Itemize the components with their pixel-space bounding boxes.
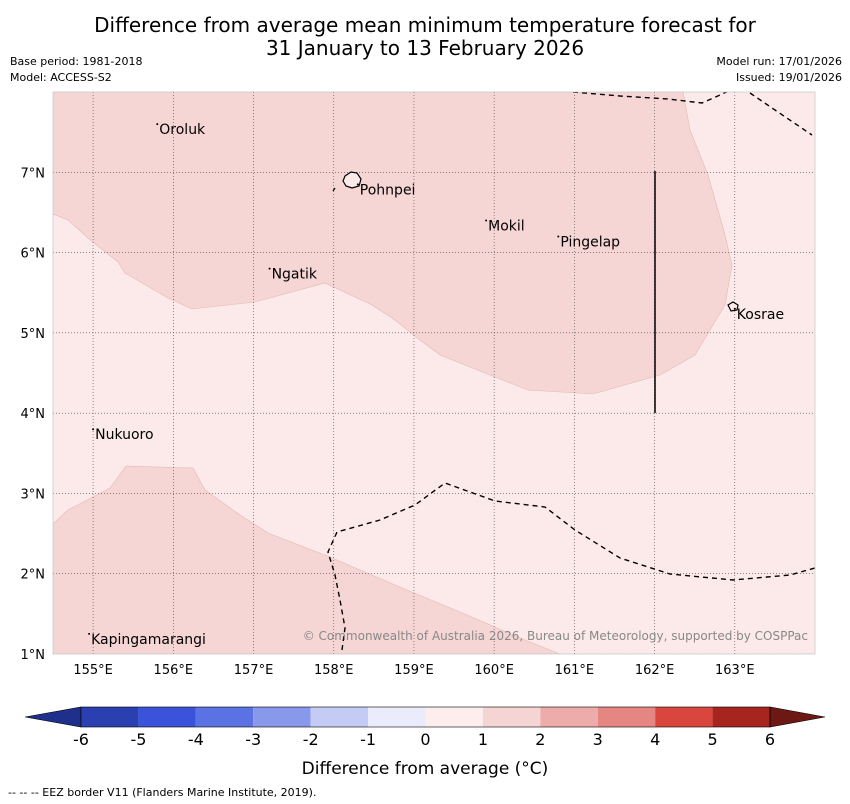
place-label: Kapingamarangi (91, 632, 206, 648)
model-run-date: Model run: 17/01/2026 (716, 55, 842, 68)
anomaly-1-to-2-region-north (53, 92, 733, 395)
map-frame (52, 91, 816, 655)
colorbar-segment (310, 707, 369, 727)
base-period: Base period: 1981-2018 (10, 55, 143, 68)
colorbar-frame (80, 706, 771, 728)
place-marker (156, 123, 159, 126)
colorbar-segment (195, 707, 254, 727)
place-marker (268, 267, 271, 270)
longitude-tick-label: 157°E (234, 663, 274, 678)
eez-border-northeast (749, 92, 813, 136)
grid-lines (53, 92, 815, 654)
longitude-tick-label: 156°E (154, 663, 194, 678)
model-name: Model: ACCESS-S2 (10, 71, 112, 84)
colorbar-segment (368, 707, 426, 727)
eez-border-lines (327, 92, 815, 651)
colorbar-segment (81, 707, 139, 727)
colorbar-tick-label: -1 (360, 730, 376, 749)
colorbar-tick-label: -3 (245, 730, 261, 749)
latitude-tick-label: 3°N (21, 487, 46, 502)
pohnpei-island-outline (342, 171, 362, 189)
eez-border-north (572, 92, 729, 104)
latitude-tick-label: 7°N (21, 166, 46, 181)
colorbar-legend: -6 -5 -4 -3 -2 -1 0 1 2 3 4 5 6 (24, 706, 826, 749)
colorbar-tick-label: -2 (303, 730, 319, 749)
colorbar-segment (138, 707, 196, 727)
eez-footnote: -- -- -- EEZ border V11 (Flanders Marine… (8, 786, 317, 799)
place-marker (88, 632, 91, 635)
colorbar-tick-label: -5 (130, 730, 146, 749)
place-labels: Oroluk Pohnpei Mokil Pingelap Ngatik Kosrae Nu… (88, 122, 784, 648)
longitude-tick-label: 155°E (73, 663, 113, 678)
place-label: Nukuoro (95, 427, 153, 443)
anomaly-1-to-2-region-south (53, 465, 561, 654)
colorbar-extend-low (24, 706, 82, 728)
latitude-tick-label: 2°N (21, 568, 46, 583)
latitude-tick-label: 1°N (21, 648, 46, 663)
map-area: Oroluk Pohnpei Mokil Pingelap Ngatik Kosrae Nu… (53, 92, 815, 654)
place-label: Ngatik (272, 267, 318, 283)
place-marker (356, 183, 359, 186)
place-label: Pohnpei (360, 182, 416, 198)
eez-border-south (327, 482, 815, 651)
run-info: Model run: 17/01/2026 Issued: 19/01/2026 (716, 54, 842, 86)
pohnpei-reef-mark (332, 187, 336, 192)
colorbar-tick-label: 3 (593, 730, 603, 749)
colorbar-title: Difference from average (°C) (302, 759, 549, 779)
latitude-tick-label: 4°N (21, 407, 46, 422)
place-label: Pingelap (560, 235, 620, 251)
model-info: Base period: 1981-2018 Model: ACCESS-S2 (10, 54, 142, 86)
axis-labels: 155°E 156°E 157°E 158°E 159°E 160°E 161°E 162°E… (21, 166, 755, 678)
copyright-notice: © Commonwealth of Australia 2026, Bureau… (303, 629, 808, 643)
colorbar-segment (482, 707, 541, 727)
place-marker (92, 428, 95, 431)
title-line-1: Difference from average mean minimum tem… (94, 13, 756, 37)
colorbar-tick-label: 0 (420, 730, 430, 749)
colorbar-extend-high (769, 706, 826, 728)
colorbar-segment (540, 707, 598, 727)
latitude-tick-label: 5°N (21, 327, 46, 342)
colorbar-tick-label: 2 (535, 730, 545, 749)
place-label: Kosrae (737, 307, 784, 323)
colorbar-tick-label: -6 (73, 730, 89, 749)
title-line-2: 31 January to 13 February 2026 (265, 36, 585, 60)
colorbar-tick-label: -4 (188, 730, 204, 749)
colorbar-tick-label: 4 (650, 730, 660, 749)
colorbar-segment (597, 707, 656, 727)
place-marker (557, 235, 560, 238)
longitude-tick-label: 161°E (555, 663, 595, 678)
longitude-tick-label: 163°E (715, 663, 755, 678)
colorbar-segment (425, 707, 483, 727)
issued-date: Issued: 19/01/2026 (735, 71, 842, 84)
longitude-tick-label: 162°E (635, 663, 675, 678)
colorbar-tick-label: 6 (765, 730, 775, 749)
colorbar-tick-label: 5 (707, 730, 717, 749)
colorbar-segment (253, 707, 311, 727)
place-marker (485, 219, 488, 222)
colorbar-segment (655, 707, 713, 727)
longitude-tick-label: 160°E (474, 663, 514, 678)
longitude-tick-label: 158°E (314, 663, 354, 678)
place-label: Oroluk (159, 122, 206, 138)
colorbar-tick-label: 1 (478, 730, 488, 749)
place-marker (733, 307, 736, 310)
place-label: Mokil (488, 218, 525, 234)
longitude-tick-label: 159°E (394, 663, 434, 678)
colorbar-segment (712, 707, 770, 727)
latitude-tick-label: 6°N (21, 247, 46, 262)
chart-title: Difference from average mean minimum tem… (0, 14, 850, 60)
